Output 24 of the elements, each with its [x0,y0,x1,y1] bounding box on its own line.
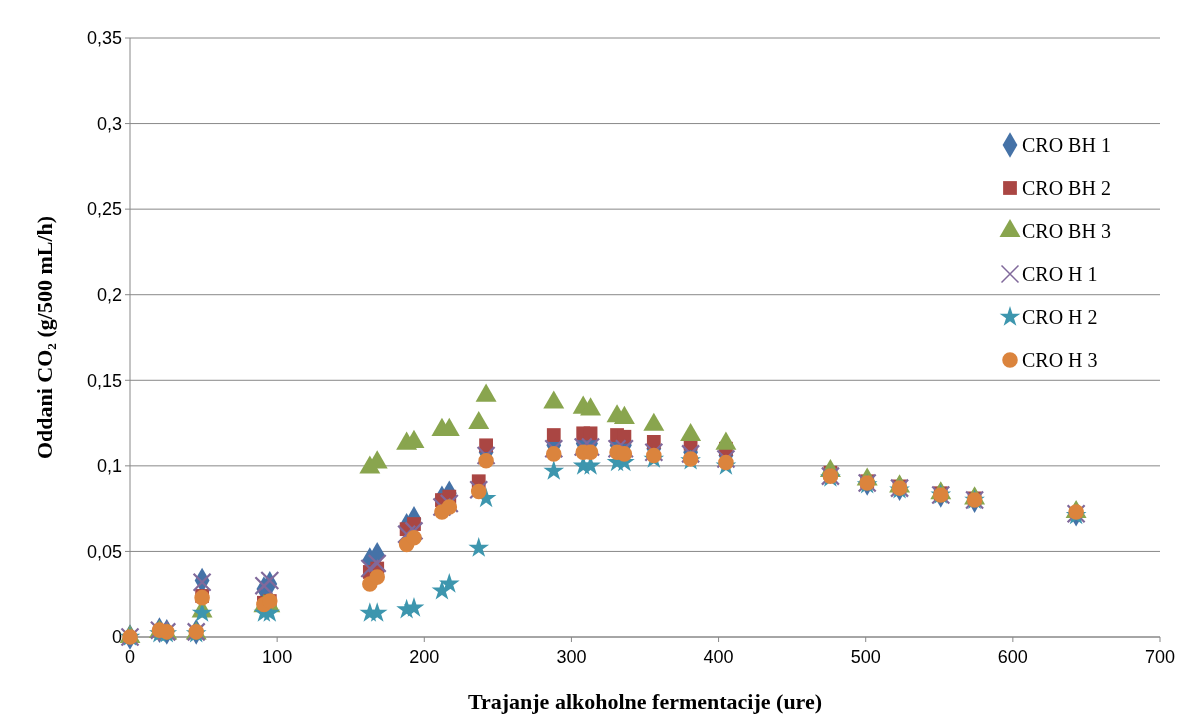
legend-label: CRO BH 2 [1022,177,1111,199]
legend-label: CRO BH 3 [1022,220,1111,242]
x-tick-label: 200 [409,647,440,667]
y-tick-label: 0,15 [86,370,122,391]
legend-label: CRO H 3 [1022,349,1098,371]
y-axis-title: Oddani CO₂ (g/500 mL/h) [32,215,57,460]
legend-label: CRO BH 1 [1022,134,1111,156]
y-tick-label: 0,2 [96,285,122,306]
x-tick-label: 700 [1144,647,1176,667]
y-tick-label: 0,1 [96,456,122,477]
x-axis-title: Trajanje alkoholne fermentacije (ure) [467,689,823,714]
y-tick-label: 0 [111,627,122,648]
legend-label: CRO H 2 [1022,306,1098,328]
x-tick-label: 100 [262,647,293,667]
legend-label: CRO H 1 [1022,263,1098,285]
x-tick-label: 0 [124,647,136,667]
x-tick-label: 500 [850,647,881,667]
y-tick-label: 0,05 [86,541,122,562]
x-tick-label: 600 [997,647,1028,667]
x-tick-label: 300 [556,647,587,667]
x-tick-label: 400 [703,647,734,667]
y-tick-label: 0,3 [96,113,122,134]
y-tick-label: 0,35 [86,28,122,49]
y-tick-label: 0,25 [86,199,122,220]
